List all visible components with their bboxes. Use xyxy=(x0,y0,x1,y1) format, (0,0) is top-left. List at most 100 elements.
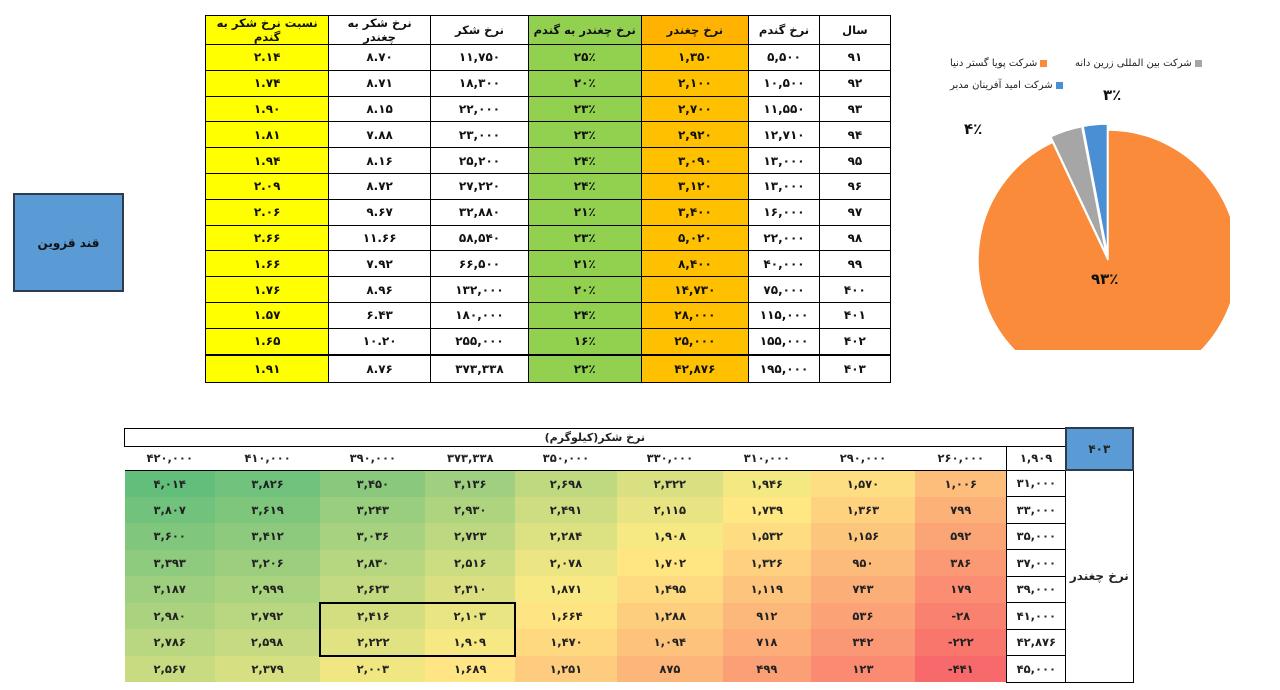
legend-item-2: شرکت بین المللی زرین دانه xyxy=(1075,58,1202,69)
sensitivity-cell: ۲,۳۲۲ xyxy=(616,470,723,497)
sensitivity-cell: ۱,۶۶۴ xyxy=(515,602,617,629)
table-cell: ۹.۶۷ xyxy=(328,198,431,226)
sensitivity-cell: ۱,۵۳۲ xyxy=(722,523,811,550)
table-cell: ۸.۷۲ xyxy=(328,172,431,200)
table-cell: ۸.۱۶ xyxy=(328,147,431,174)
sensitivity-cell: ۲,۸۳۰ xyxy=(320,549,426,576)
column-header: نرخ چغندر xyxy=(640,15,750,45)
legend-item-1: شرکت پویا گستر دنیا xyxy=(950,58,1048,69)
table-row: ۱.۵۷ ۶.۴۳ ۱۸۰,۰۰۰ ۲۴٪ ۲۸,۰۰۰ ۱۱۵,۰۰۰ ۴۰۱ xyxy=(204,301,892,329)
sensitivity-cell: ۱,۳۲۶ xyxy=(722,549,811,576)
table-row: ۳,۸۰۷ ۳,۶۱۹ ۳,۲۴۳ ۲,۹۳۰ ۲,۴۹۱ ۲,۱۱۵ ۱,۷۳۹ ۱,۳۶۳… xyxy=(124,496,1134,523)
table-cell: ۹۳ xyxy=(818,95,892,123)
sensitivity-cell: ۲,۲۸۴ xyxy=(515,523,617,550)
table-cell: ۳,۰۹۰ xyxy=(640,147,750,174)
sensitivity-cell: ۷۱۸ xyxy=(722,629,811,656)
table-row: ۳,۶۰۰ ۳,۴۱۲ ۳,۰۳۶ ۲,۷۲۳ ۲,۲۸۴ ۱,۹۰۸ ۱,۵۳۲ ۱,۱۵۶… xyxy=(124,522,1134,550)
sensitivity-cell: ۹۵۰ xyxy=(810,549,916,576)
sensitivity-cell: ۲,۶۲۳ xyxy=(320,576,426,603)
row-header: ۴۱,۰۰۰ xyxy=(1006,602,1067,629)
table-cell: ۳۲,۸۸۰ xyxy=(429,198,530,226)
sensitivity-cell: ۱,۲۵۱ xyxy=(515,655,617,682)
sensitivity-cell: ۲,۳۷۹ xyxy=(214,655,321,682)
sensitivity-cell: ۷۴۳ xyxy=(810,576,916,603)
table-cell: ۸.۹۶ xyxy=(328,276,431,303)
sensitivity-cell: ۱,۵۷۰ xyxy=(810,470,916,497)
table-cell: ۱.۷۴ xyxy=(204,69,330,97)
sensitivity-cell: ۴,۰۱۴ xyxy=(124,470,215,497)
sensitivity-cell: ۳,۱۸۷ xyxy=(124,576,215,603)
table-cell: ۲۳٪ xyxy=(528,121,642,149)
column-header: ۲۶۰,۰۰۰ xyxy=(915,446,1007,471)
table-cell: ۱.۹۴ xyxy=(204,147,330,174)
table-cell: ۷.۹۲ xyxy=(328,250,431,278)
sensitivity-cell: ۳,۳۹۳ xyxy=(124,549,215,576)
table-cell: ۲۲٪ xyxy=(528,353,642,383)
column-header: ۴۱۰,۰۰۰ xyxy=(214,446,321,471)
table-cell: ۲۰٪ xyxy=(528,69,642,97)
table-cell: ۲,۱۰۰ xyxy=(640,69,750,97)
column-header: نسبت نرخ شکر به گندم xyxy=(204,15,330,45)
column-header: نرخ شکر xyxy=(429,15,530,45)
table-cell: ۲۱٪ xyxy=(528,250,642,278)
sensitivity-cell: ۲,۹۳۰ xyxy=(425,496,516,523)
sensitivity-cell: ۱۷۹ xyxy=(915,576,1007,603)
table-cell: ۱۸۰,۰۰۰ xyxy=(429,301,530,329)
row-axis-label: نرخ چغندر xyxy=(1065,469,1134,683)
table-cell: ۲.۰۹ xyxy=(204,172,330,200)
sensitivity-cell: ۳,۲۰۶ xyxy=(214,549,321,576)
table-cell: ۴۰,۰۰۰ xyxy=(748,250,820,278)
table-row: ۲.۶۶ ۱۱.۶۶ ۵۸,۵۴۰ ۲۳٪ ۵,۰۲۰ ۲۲,۰۰۰ ۹۸ xyxy=(204,224,892,252)
table-cell: ۲۳٪ xyxy=(528,224,642,252)
table-cell: ۴۰۳ xyxy=(818,353,892,383)
table-cell: ۸.۷۰ xyxy=(328,44,431,71)
sensitivity-table: نرخ شکر(کیلوگرم) ۴۰۳ ۴۲۰,۰۰۰ ۴۱۰,۰۰۰ ۳۹۰,۰۰۰… xyxy=(123,427,1135,683)
market-share-pie-chart xyxy=(977,123,1230,350)
column-header: ۳۵۰,۰۰۰ xyxy=(515,446,617,471)
table-cell: ۱۲,۷۱۰ xyxy=(748,121,820,149)
sensitivity-cell: ۱,۹۴۶ xyxy=(722,470,811,497)
table-cell: ۸,۴۰۰ xyxy=(640,250,750,278)
table-cell: ۱.۸۱ xyxy=(204,121,330,149)
sensitivity-cell: ۱,۲۸۸ xyxy=(616,602,723,629)
row-header: ۳۱,۰۰۰ xyxy=(1006,469,1067,497)
table-cell: ۱۰,۵۰۰ xyxy=(748,69,820,97)
column-header: ۴۲۰,۰۰۰ xyxy=(124,446,215,471)
sensitivity-cell: -۲۸ xyxy=(915,602,1007,629)
table-cell: ۷۵,۰۰۰ xyxy=(748,276,820,303)
table-cell: ۸.۱۵ xyxy=(328,95,431,123)
row-header: ۳۳,۰۰۰ xyxy=(1006,496,1067,523)
table-row: ۳,۱۸۷ ۲,۹۹۹ ۲,۶۲۳ ۲,۳۱۰ ۱,۸۷۱ ۱,۴۹۵ ۱,۱۱۹ ۷۴۳ ۱۷… xyxy=(124,575,1134,603)
sensitivity-cell: ۱,۸۷۱ xyxy=(515,576,617,603)
column-header: نرخ گندم xyxy=(748,15,820,45)
table-row: ۱.۶۵ ۱۰.۲۰ ۲۵۵,۰۰۰ ۱۶٪ ۲۵,۰۰۰ ۱۵۵,۰۰۰ ۴۰۲ xyxy=(204,327,892,356)
table-cell: ۶.۴۳ xyxy=(328,301,431,329)
slice-label-3: ۳٪ xyxy=(1103,86,1122,104)
sensitivity-cell: ۹۱۲ xyxy=(722,602,811,629)
table-row: ۲.۱۴ ۸.۷۰ ۱۱,۷۵۰ ۲۵٪ ۱,۳۵۰ ۵,۵۰۰ ۹۱ xyxy=(204,44,892,71)
table-cell: ۱۱,۷۵۰ xyxy=(429,44,530,71)
table-cell: ۱۸,۳۰۰ xyxy=(429,69,530,97)
table-cell: ۱,۳۵۰ xyxy=(640,44,750,71)
table-cell: ۲۳,۰۰۰ xyxy=(429,121,530,149)
sensitivity-cell: -۴۴۱ xyxy=(915,655,1007,682)
sensitivity-cell: ۵۹۲ xyxy=(915,523,1007,550)
table-title: نرخ شکر(کیلوگرم) xyxy=(123,427,1067,447)
table-row: ۱.۷۴ ۸.۷۱ ۱۸,۳۰۰ ۲۰٪ ۲,۱۰۰ ۱۰,۵۰۰ ۹۲ xyxy=(204,69,892,97)
table-cell: ۲۴٪ xyxy=(528,147,642,174)
sensitivity-cell: ۲,۱۰۳ xyxy=(425,601,517,629)
sensitivity-cell: ۳,۸۲۶ xyxy=(214,470,321,497)
table-cell: ۹۲ xyxy=(818,69,892,97)
table-row: ۲,۵۶۷ ۲,۳۷۹ ۲,۰۰۳ ۱,۶۸۹ ۱,۲۵۱ ۸۷۵ ۴۹۹ ۱۲۳ -۴۴۱ ۴۵… xyxy=(124,655,1134,683)
table-cell: ۵,۰۲۰ xyxy=(640,224,750,252)
sensitivity-cell: -۲۲۲ xyxy=(915,629,1007,656)
sensitivity-cell: ۱,۹۰۸ xyxy=(616,523,723,550)
table-cell: ۳۷۳,۳۳۸ xyxy=(429,353,530,383)
table-cell: ۲۵٪ xyxy=(528,44,642,71)
table-row: ۳,۳۹۳ ۳,۲۰۶ ۲,۸۳۰ ۲,۵۱۶ ۲,۰۷۸ ۱,۷۰۲ ۱,۳۲۶ ۹۵۰ ۳۸… xyxy=(124,549,1134,576)
sensitivity-cell: ۱,۰۹۴ xyxy=(616,629,723,656)
table-cell: ۲۵,۲۰۰ xyxy=(429,147,530,174)
row-header: ۳۵,۰۰۰ xyxy=(1006,522,1067,550)
table-cell: ۲۲,۰۰۰ xyxy=(429,95,530,123)
table-cell: ۱۱۵,۰۰۰ xyxy=(748,301,820,329)
